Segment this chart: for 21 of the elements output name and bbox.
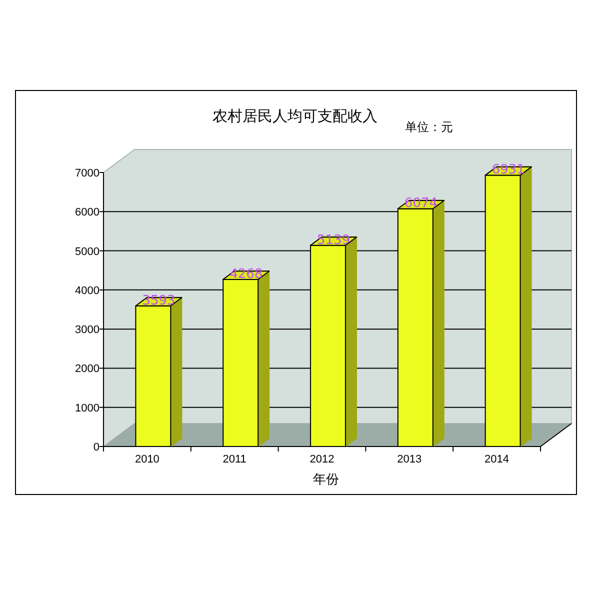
x-tick-label: 2012: [310, 454, 334, 466]
x-tick-label: 2011: [222, 454, 246, 466]
x-tick-label: 2010: [134, 454, 160, 466]
y-tick-label: 6000: [75, 206, 100, 219]
x-tick-label: 2013: [397, 454, 422, 466]
x-axis-title: 年份: [313, 472, 339, 488]
chart-title: 农村居民人均可支配收入: [212, 107, 378, 125]
y-tick-label: 1000: [75, 402, 100, 414]
data-label: 5139: [317, 232, 350, 248]
data-label: 4268: [230, 266, 263, 282]
data-label: 3593: [142, 293, 176, 308]
y-tick-label: 5000: [75, 246, 100, 258]
y-tick-label: 4000: [75, 284, 100, 297]
y-tick-label: 3000: [75, 324, 100, 336]
data-label: 6074: [404, 196, 438, 212]
y-tick-label: 2000: [75, 363, 100, 376]
chart-subtitle: 单位：元: [405, 120, 453, 134]
y-tick-label: 0: [93, 442, 100, 454]
x-tick-label: 2014: [484, 454, 510, 466]
y-tick-label: 7000: [75, 168, 100, 180]
data-label: 6931: [492, 162, 525, 178]
